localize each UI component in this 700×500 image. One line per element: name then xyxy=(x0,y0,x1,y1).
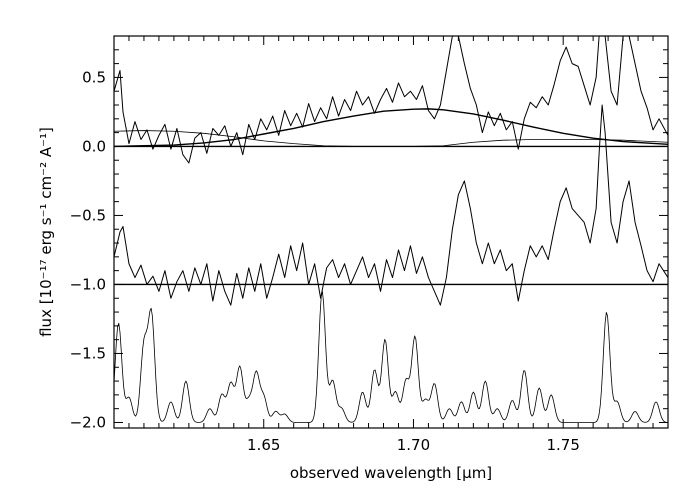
x-axis-label: observed wavelength [μm] xyxy=(290,464,492,482)
y-tick-label: −2.0 xyxy=(70,413,106,431)
x-axis: 1.65 1.70 1.75 xyxy=(128,36,669,454)
plot-frame xyxy=(113,35,669,429)
broad-fit-line xyxy=(114,108,668,148)
y-tick-label: −1.0 xyxy=(70,275,106,293)
x-tick-label: 1.70 xyxy=(397,436,430,454)
y-tick-label: −0.5 xyxy=(70,206,106,224)
y-tick-label: 0.0 xyxy=(82,137,106,155)
plot-area xyxy=(114,36,668,423)
y-axis: 0.5 0.0 −0.5 −1.0 −1.5 −2.0 xyxy=(70,35,668,431)
y-tick-label: 0.5 xyxy=(82,68,106,86)
x-tick-label: 1.65 xyxy=(247,436,280,454)
sky-lines xyxy=(114,291,668,423)
residual-line xyxy=(114,104,668,306)
x-tick-label: 1.75 xyxy=(546,436,579,454)
narrow-fit-line xyxy=(114,130,668,147)
y-axis-label: flux [10⁻¹⁷ erg s⁻¹ cm⁻² A⁻¹] xyxy=(37,127,55,337)
y-tick-label: −1.5 xyxy=(70,344,106,362)
